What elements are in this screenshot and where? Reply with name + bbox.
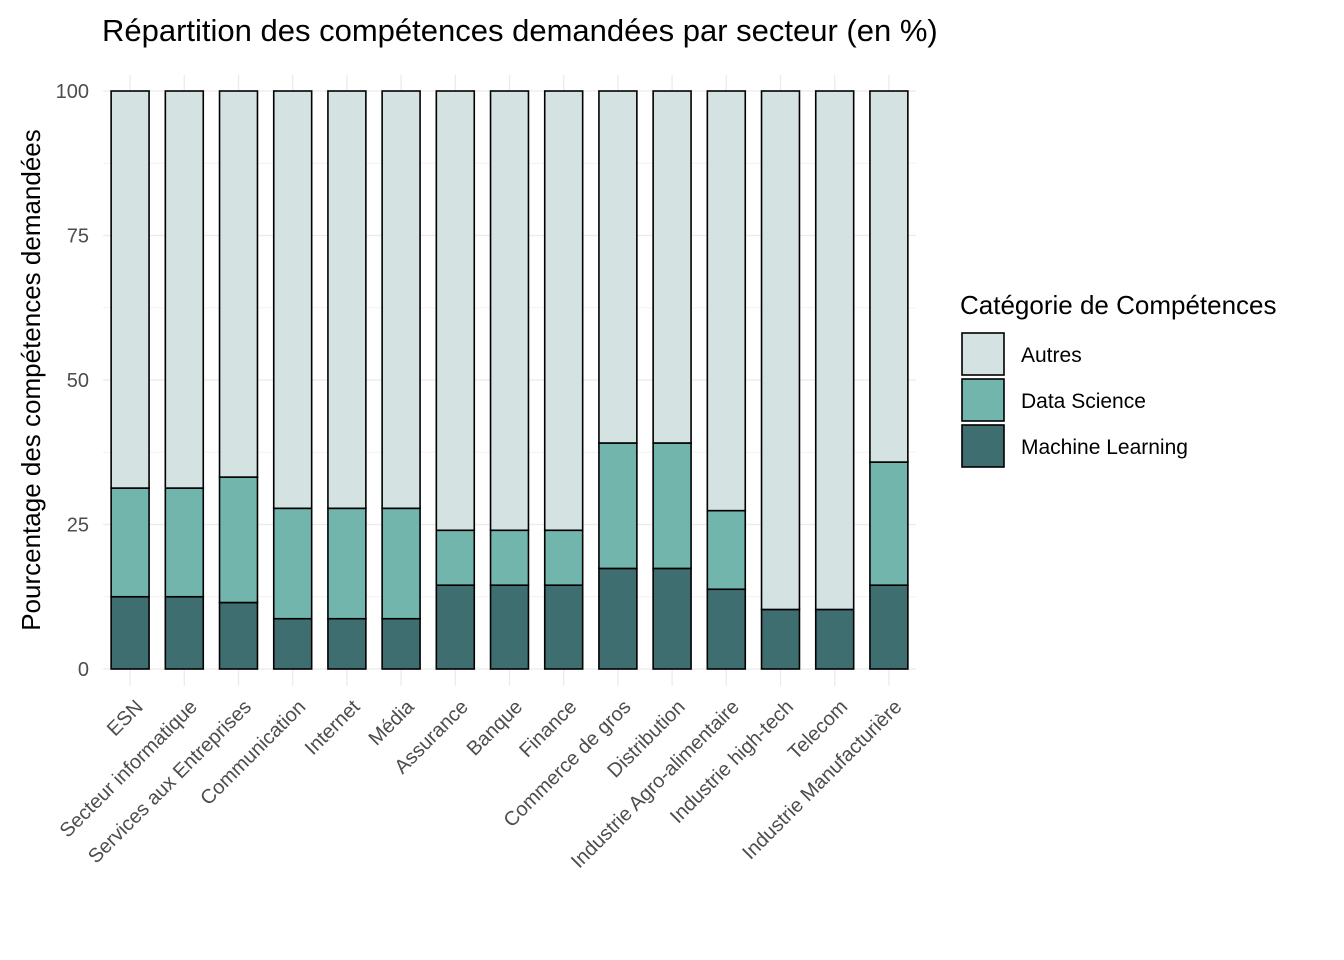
bar-segment-machine-learning (110, 595, 150, 670)
bar-segment-machine-learning (814, 608, 855, 670)
bar-segment-machine-learning (598, 567, 638, 670)
bar-segment-machine-learning (381, 617, 421, 670)
bar-segment-autres (435, 90, 476, 532)
bar-segment-autres (110, 90, 150, 489)
bars (110, 90, 909, 670)
legend-label: Autres (1021, 344, 1082, 367)
legend-label: Data Science (1021, 390, 1146, 413)
bar-segment-machine-learning (218, 601, 259, 670)
bar-segment-data-science (110, 487, 150, 598)
bar-segment-data-science (543, 529, 584, 586)
bar-segment-autres (598, 90, 638, 444)
bar-segment-data-science (381, 507, 421, 620)
bar-segment-data-science (272, 507, 313, 620)
bar-segment-autres (327, 90, 367, 510)
bar-segment-data-science (435, 529, 476, 586)
legend-swatch-data-science (961, 378, 1005, 422)
bar-segment-data-science (327, 507, 367, 620)
bar-segment-data-science (218, 476, 259, 604)
bar-segment-autres (814, 90, 855, 611)
bar-segment-data-science (652, 442, 692, 570)
bar-segment-autres (381, 90, 421, 510)
y-tick-label: 25 (67, 515, 89, 537)
bar-segment-autres (760, 90, 801, 611)
bar-segment-machine-learning (543, 584, 584, 670)
bar-segment-machine-learning (760, 608, 801, 670)
bar-segment-machine-learning (327, 617, 367, 670)
y-tick-label: 100 (56, 81, 89, 103)
legend-swatch-autres (961, 332, 1005, 376)
y-axis-title: Pourcentage des compétences demandées (16, 129, 46, 631)
y-tick-label: 75 (67, 226, 89, 248)
bar-segment-machine-learning (652, 567, 692, 670)
bar-segment-autres (164, 90, 205, 489)
bar-segment-autres (652, 90, 692, 444)
bar-segment-autres (706, 90, 747, 512)
bar-segment-data-science (869, 461, 909, 586)
bar-segment-machine-learning (435, 584, 476, 670)
bar-segment-machine-learning (272, 617, 313, 670)
bar-segment-autres (489, 90, 530, 532)
bar-segment-machine-learning (489, 584, 530, 670)
bar-segment-machine-learning (706, 588, 747, 670)
y-axis-ticks: 0 25 50 75 100 (56, 81, 89, 681)
bar-segment-machine-learning (869, 584, 909, 670)
bar-segment-autres (218, 90, 259, 478)
y-tick-label: 50 (67, 370, 89, 392)
bar-segment-data-science (598, 442, 638, 570)
bar-segment-data-science (706, 509, 747, 591)
legend-label: Machine Learning (1021, 436, 1188, 459)
legend-swatch-machine-learning (961, 424, 1005, 468)
y-tick-label: 0 (78, 659, 89, 681)
legend: Catégorie de Compétences Autres Data Scie… (960, 290, 1277, 468)
bar-segment-autres (869, 90, 909, 463)
chart-title: Répartition des compétences demandées pa… (102, 13, 938, 48)
bar-segment-data-science (164, 487, 205, 598)
legend-title: Catégorie de Compétences (960, 290, 1277, 320)
bar-segment-autres (272, 90, 313, 510)
bar-segment-data-science (489, 529, 530, 586)
bar-segment-machine-learning (164, 595, 205, 670)
bar-segment-autres (543, 90, 584, 532)
legend-items: Autres Data Science Machine Learning (961, 332, 1188, 468)
